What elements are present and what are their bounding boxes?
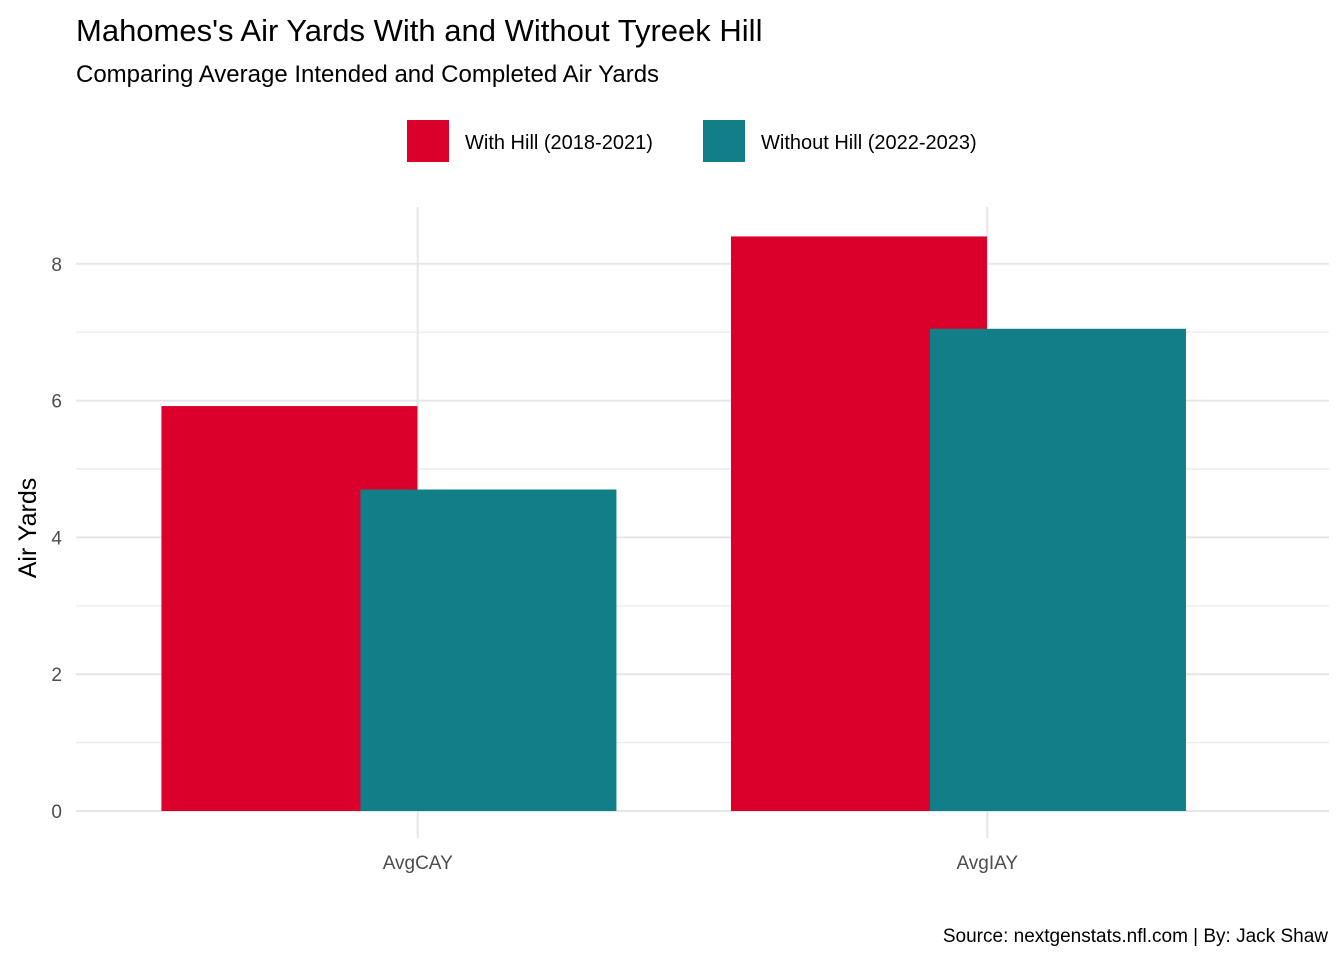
y-tick-label: 4: [51, 528, 62, 549]
y-axis-ticks: 0 2 4 6 8: [51, 255, 62, 823]
x-axis-ticks: AvgCAY AvgIAY: [383, 853, 1019, 874]
chart-subtitle: Comparing Average Intended and Completed…: [76, 61, 659, 88]
legend: With Hill (2018-2021) Without Hill (2022…: [407, 120, 977, 162]
y-tick-label: 2: [51, 665, 62, 686]
x-tick-label: AvgIAY: [956, 853, 1018, 874]
y-axis-title: Air Yards: [14, 478, 42, 579]
x-tick-label: AvgCAY: [383, 853, 453, 874]
y-tick-label: 0: [51, 802, 62, 823]
bars: [161, 236, 1186, 811]
legend-swatch-without-hill: [703, 120, 745, 162]
legend-label-with-hill: With Hill (2018-2021): [465, 132, 653, 154]
y-tick-label: 6: [51, 392, 62, 413]
bar-avgiay-without-hill: [929, 328, 1186, 811]
y-tick-label: 8: [51, 255, 62, 276]
legend-swatch-with-hill: [407, 120, 449, 162]
chart-title: Mahomes's Air Yards With and Without Tyr…: [76, 13, 762, 48]
legend-label-without-hill: Without Hill (2022-2023): [761, 132, 977, 154]
bar-avgcay-without-hill: [360, 489, 617, 811]
chart-caption: Source: nextgenstats.nfl.com | By: Jack …: [943, 926, 1328, 947]
